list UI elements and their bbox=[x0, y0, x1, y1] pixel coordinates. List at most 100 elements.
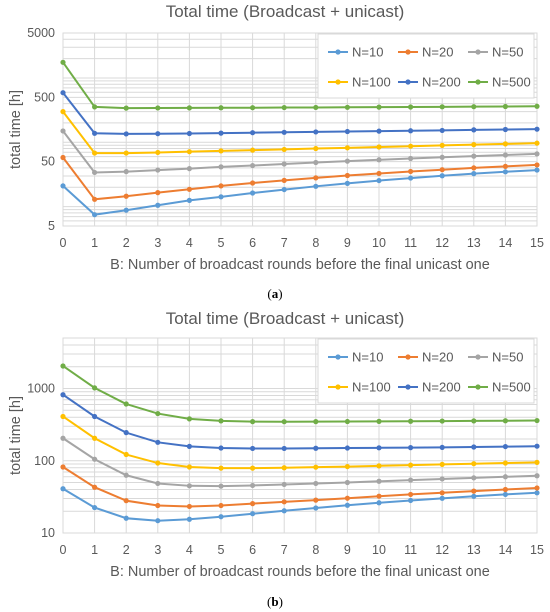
data-point bbox=[502, 418, 508, 424]
data-point bbox=[123, 498, 129, 504]
data-point bbox=[60, 59, 66, 65]
data-point bbox=[439, 104, 445, 110]
data-point bbox=[534, 103, 540, 109]
legend-label: N=100 bbox=[352, 380, 391, 395]
data-point bbox=[186, 443, 192, 449]
x-tick-label: 0 bbox=[60, 543, 67, 557]
legend-item: N=100 bbox=[328, 380, 391, 395]
data-point bbox=[123, 430, 129, 436]
data-point bbox=[92, 484, 98, 490]
data-point bbox=[408, 155, 414, 162]
data-point bbox=[408, 168, 414, 175]
legend-marker bbox=[475, 49, 481, 55]
legend-box bbox=[317, 33, 535, 99]
legend-label: N=50 bbox=[492, 350, 523, 365]
x-tick-label: 9 bbox=[344, 543, 351, 557]
data-point bbox=[471, 165, 477, 171]
series-line bbox=[62, 111, 538, 155]
data-point bbox=[250, 105, 256, 111]
data-point bbox=[313, 129, 319, 135]
data-point bbox=[376, 144, 382, 150]
data-point bbox=[92, 456, 98, 462]
data-point bbox=[534, 140, 540, 146]
data-point bbox=[92, 196, 98, 202]
data-point bbox=[250, 419, 256, 425]
legend-item: N=20 bbox=[398, 45, 453, 60]
y-axis-label: total time [h] bbox=[8, 396, 24, 475]
legend-label: N=200 bbox=[422, 75, 461, 90]
legend-label: N=10 bbox=[352, 350, 383, 365]
data-point bbox=[155, 131, 161, 137]
x-tick-label: 14 bbox=[498, 543, 512, 557]
x-tick-label: 13 bbox=[467, 543, 481, 557]
data-point bbox=[250, 482, 256, 489]
data-point bbox=[218, 483, 224, 489]
data-point bbox=[376, 104, 382, 110]
data-point bbox=[60, 128, 66, 134]
panel-caption: (b) bbox=[267, 594, 283, 609]
data-point bbox=[502, 474, 508, 480]
legend-label: N=10 bbox=[352, 45, 383, 60]
legend: N=10 N=20 N=50 N=100 N=200 N=500 bbox=[317, 33, 535, 99]
data-point bbox=[313, 145, 319, 152]
data-point bbox=[408, 491, 414, 498]
data-point bbox=[439, 476, 445, 482]
data-point bbox=[344, 145, 350, 151]
x-tick-label: 9 bbox=[344, 236, 351, 250]
series-line bbox=[62, 415, 538, 470]
data-point bbox=[218, 105, 224, 111]
data-point bbox=[281, 481, 287, 488]
data-point bbox=[313, 497, 319, 503]
x-tick-label: 4 bbox=[186, 236, 193, 250]
data-point bbox=[344, 463, 350, 470]
legend-label: N=20 bbox=[422, 350, 453, 365]
x-tick-label: 13 bbox=[467, 236, 481, 250]
data-point bbox=[92, 413, 98, 420]
series-n-200 bbox=[60, 392, 540, 452]
data-point bbox=[92, 150, 98, 156]
data-point bbox=[344, 180, 350, 186]
data-point bbox=[376, 177, 382, 184]
legend-label: N=50 bbox=[492, 45, 523, 60]
series-n-20 bbox=[60, 464, 540, 510]
data-point bbox=[376, 478, 382, 484]
x-tick-label: 7 bbox=[281, 236, 288, 250]
x-tick-label: 15 bbox=[530, 543, 544, 557]
x-tick-label: 1 bbox=[91, 236, 98, 250]
data-point bbox=[281, 508, 287, 514]
data-point bbox=[439, 495, 445, 501]
data-point bbox=[534, 151, 540, 157]
data-point bbox=[218, 502, 224, 509]
data-point bbox=[471, 488, 477, 494]
data-point bbox=[155, 202, 161, 208]
data-point bbox=[250, 501, 256, 507]
data-point bbox=[186, 197, 192, 203]
data-point bbox=[313, 505, 319, 511]
data-point bbox=[408, 104, 414, 110]
series-n-100 bbox=[60, 109, 540, 156]
series-line bbox=[62, 130, 538, 174]
chart-title: Total time (Broadcast + unicast) bbox=[166, 309, 405, 328]
data-point bbox=[281, 465, 287, 471]
data-point bbox=[313, 419, 319, 425]
legend-label: N=20 bbox=[422, 45, 453, 60]
data-point bbox=[534, 443, 540, 449]
data-point bbox=[344, 158, 350, 164]
data-point bbox=[439, 142, 445, 148]
data-point bbox=[313, 183, 319, 189]
data-point bbox=[471, 418, 477, 424]
legend-marker bbox=[475, 384, 481, 390]
x-tick-label: 7 bbox=[281, 543, 288, 557]
series-line bbox=[62, 92, 538, 135]
data-point bbox=[218, 465, 224, 471]
data-point bbox=[60, 413, 66, 420]
data-point bbox=[408, 497, 414, 504]
data-point bbox=[439, 127, 445, 134]
series-line bbox=[62, 156, 538, 201]
data-point bbox=[155, 190, 161, 196]
x-tick-label: 2 bbox=[123, 236, 130, 250]
data-point bbox=[250, 190, 256, 196]
series-n-500 bbox=[60, 59, 540, 111]
data-point bbox=[250, 162, 256, 169]
